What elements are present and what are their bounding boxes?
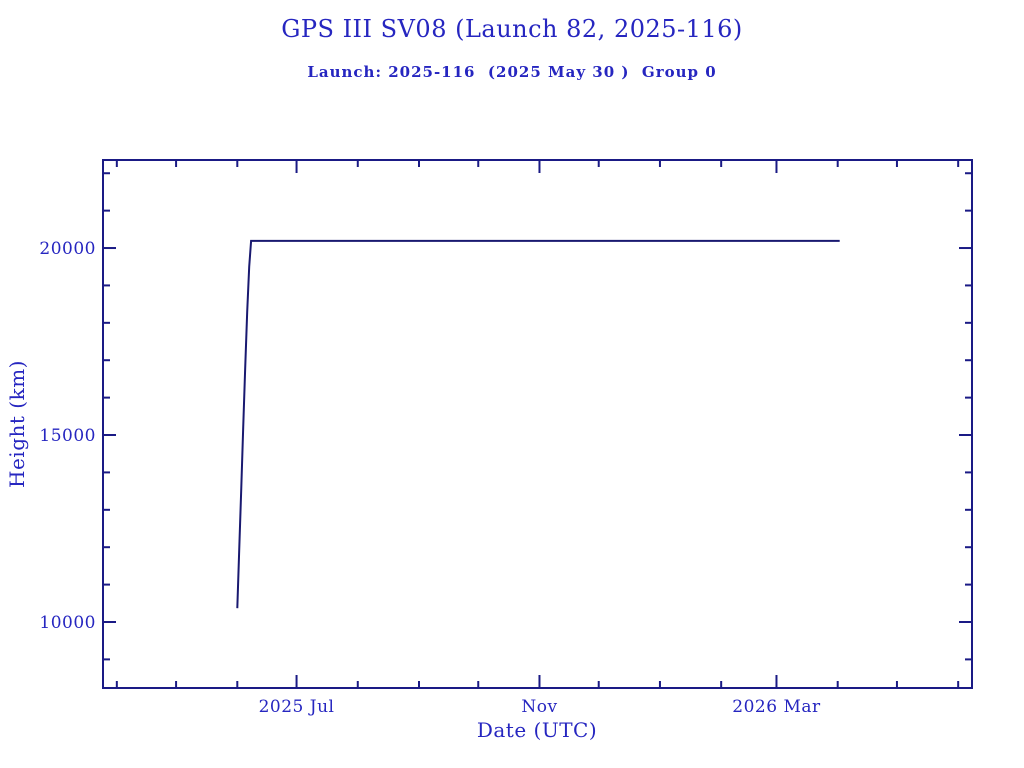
plot-frame <box>102 159 973 689</box>
y-tick-label: 15000 <box>39 426 96 446</box>
x-axis-label: Date (UTC) <box>476 718 598 742</box>
x-tick-label: Nov <box>521 697 557 717</box>
height-series-line <box>236 239 840 609</box>
chart-subtitle: Launch: 2025-116 (2025 May 30 ) Group 0 <box>307 63 717 81</box>
y-tick-label: 10000 <box>39 613 96 633</box>
x-tick-label: 2026 Mar <box>732 697 821 717</box>
x-tick-label: 2025 Jul <box>259 697 335 717</box>
chart-title: GPS III SV08 (Launch 82, 2025-116) <box>281 15 743 43</box>
y-tick-label: 20000 <box>39 239 96 259</box>
